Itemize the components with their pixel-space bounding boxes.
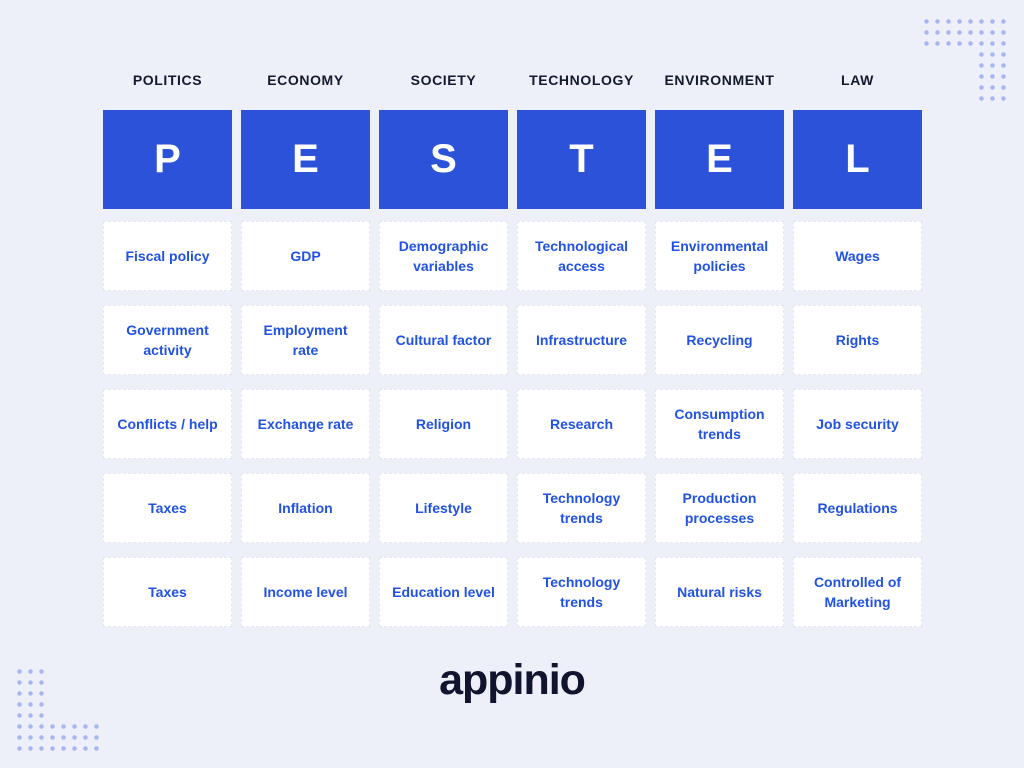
pestel-column-environment: ENVIRONMENT E Environmental policies Rec… xyxy=(655,72,784,627)
cell-society-4: Lifestyle xyxy=(379,473,508,543)
cell-technology-3: Research xyxy=(517,389,646,459)
cell-law-5: Controlled of Marketing xyxy=(793,557,922,627)
cell-law-1: Wages xyxy=(793,221,922,291)
column-header-politics: POLITICS xyxy=(132,72,203,88)
cell-society-2: Cultural factor xyxy=(379,305,508,375)
cell-technology-4: Technology trends xyxy=(517,473,646,543)
column-header-technology: TECHNOLOGY xyxy=(529,72,634,88)
cell-law-3: Job security xyxy=(793,389,922,459)
column-header-law: LAW xyxy=(841,72,874,88)
cell-society-1: Demographic variables xyxy=(379,221,508,291)
cell-environment-2: Recycling xyxy=(655,305,784,375)
cell-society-5: Education level xyxy=(379,557,508,627)
letter-box-e1: E xyxy=(241,110,370,209)
pestel-column-law: LAW L Wages Rights Job security Regulati… xyxy=(793,72,922,627)
dots-decoration-top-right-vertical xyxy=(976,49,1009,104)
dots-decoration-bottom-left-horizontal xyxy=(14,721,102,754)
pestel-column-society: SOCIETY S Demographic variables Cultural… xyxy=(379,72,508,627)
pestel-column-technology: TECHNOLOGY T Technological access Infras… xyxy=(517,72,646,627)
cell-politics-3: Conflicts / help xyxy=(103,389,232,459)
cell-law-2: Rights xyxy=(793,305,922,375)
cell-society-3: Religion xyxy=(379,389,508,459)
dots-decoration-top-right-horizontal xyxy=(921,16,1009,49)
cell-politics-5: Taxes xyxy=(103,557,232,627)
column-header-economy: ECONOMY xyxy=(267,72,344,88)
letter-box-p: P xyxy=(103,110,232,209)
cell-politics-2: Government activity xyxy=(103,305,232,375)
cell-law-4: Regulations xyxy=(793,473,922,543)
cell-environment-3: Consumption trends xyxy=(655,389,784,459)
column-header-environment: ENVIRONMENT xyxy=(664,72,775,88)
cell-environment-1: Environmental policies xyxy=(655,221,784,291)
letter-box-e2: E xyxy=(655,110,784,209)
dots-decoration-bottom-left-vertical xyxy=(14,666,47,721)
cell-economy-3: Exchange rate xyxy=(241,389,370,459)
pestel-column-economy: ECONOMY E GDP Employment rate Exchange r… xyxy=(241,72,370,627)
cell-technology-1: Technological access xyxy=(517,221,646,291)
letter-box-l: L xyxy=(793,110,922,209)
column-header-society: SOCIETY xyxy=(410,72,477,88)
cell-technology-5: Technology trends xyxy=(517,557,646,627)
cell-politics-1: Fiscal policy xyxy=(103,221,232,291)
cell-environment-5: Natural risks xyxy=(655,557,784,627)
cell-economy-2: Employment rate xyxy=(241,305,370,375)
pestel-table: POLITICS P Fiscal policy Government acti… xyxy=(103,72,922,627)
cell-economy-5: Income level xyxy=(241,557,370,627)
cell-economy-4: Inflation xyxy=(241,473,370,543)
cell-technology-2: Infrastructure xyxy=(517,305,646,375)
cell-politics-4: Taxes xyxy=(103,473,232,543)
cell-economy-1: GDP xyxy=(241,221,370,291)
cell-environment-4: Production processes xyxy=(655,473,784,543)
letter-box-s: S xyxy=(379,110,508,209)
appinio-logo: appinio xyxy=(439,656,586,704)
letter-box-t: T xyxy=(517,110,646,209)
pestel-column-politics: POLITICS P Fiscal policy Government acti… xyxy=(103,72,232,627)
